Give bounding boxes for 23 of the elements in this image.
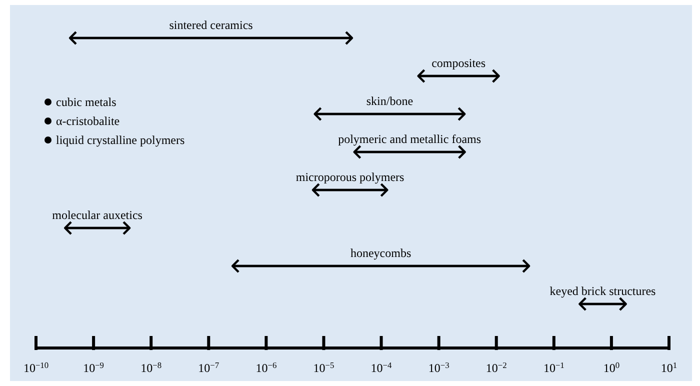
y-tick-label: sintered ceramics [169, 18, 254, 32]
x-tick-label: 10$^{−4}$ [370, 360, 393, 375]
x-tick-label: 10$^{−8}$ [140, 360, 162, 375]
x-tick-label: 10$^{−1}$ [543, 360, 564, 375]
x-tick-label: 10$^{−3}$ [428, 360, 450, 375]
x-tick-label: 10$^{0}$ [603, 360, 620, 375]
y-tick-label: microporous polymers [296, 170, 405, 184]
x-tick-label: 10$^{−5}$ [313, 360, 334, 375]
y-tick-label: keyed brick structures [550, 284, 656, 298]
x-tick-label: 10$^{−7}$ [198, 360, 220, 375]
y-tick-label: skin/bone [366, 94, 414, 108]
x-tick-label: 10$^{1}$ [660, 360, 678, 375]
annotation: cubic metals [56, 95, 117, 109]
x-tick-label: 10$^{−2}$ [486, 360, 507, 375]
x-tick-label: 10$^{−6}$ [256, 360, 277, 375]
annotation: α-cristobalite [56, 114, 120, 128]
annotation: liquid crystalline polymers [56, 133, 185, 147]
y-tick-label: honeycombs [350, 246, 412, 260]
x-tick-label: 10$^{−10}$ [23, 360, 49, 375]
x-tick-label: 10$^{−9}$ [83, 360, 104, 375]
y-tick-label: composites [432, 56, 486, 70]
y-tick-label: molecular auxetics [52, 208, 143, 222]
y-tick-label: polymeric and metallic foams [338, 132, 482, 146]
